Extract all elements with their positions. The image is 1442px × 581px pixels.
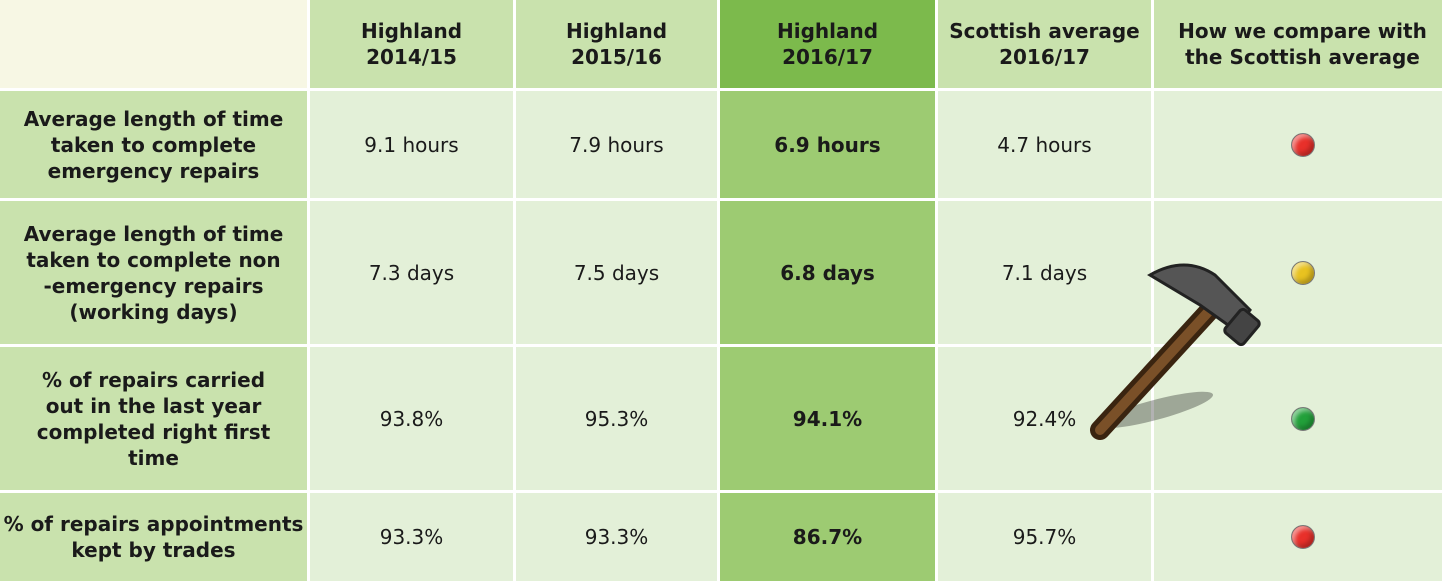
page: Highland2014/15Highland2015/16Highland20… bbox=[0, 0, 1442, 578]
value-cell: 7.3 days bbox=[310, 201, 513, 344]
header-text: Highland bbox=[361, 18, 462, 44]
value-cell: 6.9 hours bbox=[720, 91, 935, 198]
row-label-text: emergency repairs bbox=[48, 158, 260, 184]
value-cell: 9.1 hours bbox=[310, 91, 513, 198]
header-text: How we compare with bbox=[1178, 18, 1427, 44]
status-cell bbox=[1154, 91, 1442, 198]
header-text: 2014/15 bbox=[366, 44, 457, 70]
status-indicator bbox=[1291, 133, 1315, 157]
header-text: Highland bbox=[777, 18, 878, 44]
header-text: Highland bbox=[566, 18, 667, 44]
row-label-text: Average length of time bbox=[24, 106, 284, 132]
row-label-text: % of repairs carried bbox=[42, 367, 265, 393]
header-text: Scottish average bbox=[949, 18, 1139, 44]
value-cell: 93.3% bbox=[310, 493, 513, 581]
row-label-text: time bbox=[128, 445, 179, 471]
value-cell: 7.5 days bbox=[516, 201, 717, 344]
value-cell: 4.7 hours bbox=[938, 91, 1151, 198]
header-text: 2016/17 bbox=[999, 44, 1090, 70]
value-cell: 93.3% bbox=[516, 493, 717, 581]
value-cell: 93.8% bbox=[310, 347, 513, 490]
row-label-text: (working days) bbox=[69, 299, 237, 325]
row-label-text: taken to complete bbox=[51, 132, 256, 158]
header-text: 2016/17 bbox=[782, 44, 873, 70]
row-label-text: Average length of time bbox=[24, 221, 284, 247]
status-indicator bbox=[1291, 525, 1315, 549]
row-label-text: % of repairs appointments bbox=[4, 511, 304, 537]
row-label-text: kept by trades bbox=[71, 537, 235, 563]
row-label-text: completed right first bbox=[37, 419, 271, 445]
value-cell: 6.8 days bbox=[720, 201, 935, 344]
row-label-text: taken to complete non bbox=[26, 247, 280, 273]
value-cell: 7.9 hours bbox=[516, 91, 717, 198]
row-label-text: out in the last year bbox=[46, 393, 262, 419]
header-text: the Scottish average bbox=[1185, 44, 1420, 70]
status-indicator bbox=[1291, 261, 1315, 285]
value-cell: 95.7% bbox=[938, 493, 1151, 581]
hammer-icon bbox=[1075, 250, 1275, 450]
status-cell bbox=[1154, 493, 1442, 581]
value-cell: 94.1% bbox=[720, 347, 935, 490]
value-cell: 86.7% bbox=[720, 493, 935, 581]
row-label-text: -emergency repairs bbox=[44, 273, 264, 299]
header-text: 2015/16 bbox=[571, 44, 662, 70]
corner-cell bbox=[0, 0, 307, 88]
status-indicator bbox=[1291, 407, 1315, 431]
value-cell: 95.3% bbox=[516, 347, 717, 490]
